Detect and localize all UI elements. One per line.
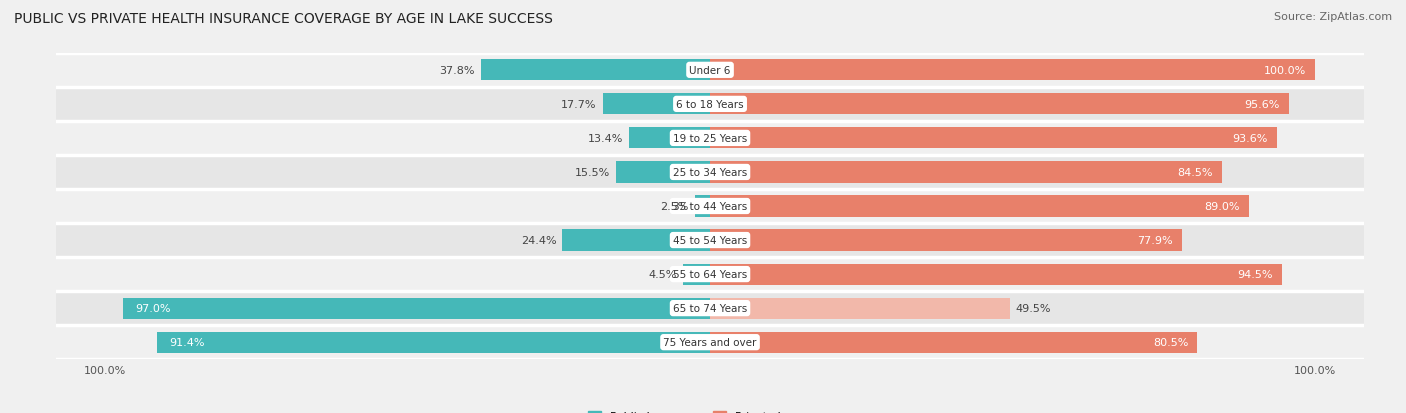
Text: 17.7%: 17.7% xyxy=(561,100,596,109)
Bar xyxy=(562,230,710,251)
Bar xyxy=(710,332,1198,353)
Text: Source: ZipAtlas.com: Source: ZipAtlas.com xyxy=(1274,12,1392,22)
Text: 77.9%: 77.9% xyxy=(1137,235,1173,245)
Bar xyxy=(56,292,1364,325)
Text: 80.5%: 80.5% xyxy=(1153,337,1188,347)
Text: 13.4%: 13.4% xyxy=(588,133,623,144)
Legend: Public Insurance, Private Insurance: Public Insurance, Private Insurance xyxy=(588,411,832,413)
Bar xyxy=(603,94,710,115)
Text: 93.6%: 93.6% xyxy=(1232,133,1268,144)
Bar xyxy=(56,190,1364,223)
Text: Under 6: Under 6 xyxy=(689,66,731,76)
Bar xyxy=(710,60,1316,81)
Text: 19 to 25 Years: 19 to 25 Years xyxy=(673,133,747,144)
Text: 91.4%: 91.4% xyxy=(169,337,204,347)
Bar xyxy=(683,264,710,285)
Text: 37.8%: 37.8% xyxy=(440,66,475,76)
Bar xyxy=(710,264,1282,285)
Text: 4.5%: 4.5% xyxy=(648,269,676,280)
Bar xyxy=(122,298,710,319)
Text: 35 to 44 Years: 35 to 44 Years xyxy=(673,202,747,211)
Text: 94.5%: 94.5% xyxy=(1237,269,1272,280)
Bar xyxy=(481,60,710,81)
Text: 55 to 64 Years: 55 to 64 Years xyxy=(673,269,747,280)
Text: 65 to 74 Years: 65 to 74 Years xyxy=(673,304,747,313)
Bar xyxy=(56,121,1364,156)
Bar xyxy=(56,156,1364,190)
Text: 75 Years and over: 75 Years and over xyxy=(664,337,756,347)
Bar xyxy=(710,128,1277,149)
Text: 100.0%: 100.0% xyxy=(1264,66,1306,76)
Text: 89.0%: 89.0% xyxy=(1204,202,1240,211)
Bar xyxy=(56,54,1364,88)
Bar xyxy=(695,196,710,217)
Bar xyxy=(56,325,1364,359)
Bar xyxy=(56,223,1364,257)
Bar xyxy=(710,298,1010,319)
Text: 2.5%: 2.5% xyxy=(661,202,689,211)
Bar xyxy=(710,94,1289,115)
Bar xyxy=(56,257,1364,292)
Bar xyxy=(628,128,710,149)
Text: 15.5%: 15.5% xyxy=(575,168,610,178)
Text: 97.0%: 97.0% xyxy=(135,304,170,313)
Bar xyxy=(710,196,1249,217)
Bar xyxy=(616,162,710,183)
Text: 49.5%: 49.5% xyxy=(1015,304,1052,313)
Bar xyxy=(56,88,1364,121)
Text: 45 to 54 Years: 45 to 54 Years xyxy=(673,235,747,245)
Bar xyxy=(156,332,710,353)
Text: 95.6%: 95.6% xyxy=(1244,100,1279,109)
Text: 24.4%: 24.4% xyxy=(520,235,557,245)
Text: 25 to 34 Years: 25 to 34 Years xyxy=(673,168,747,178)
Bar xyxy=(710,230,1181,251)
Text: 6 to 18 Years: 6 to 18 Years xyxy=(676,100,744,109)
Text: 84.5%: 84.5% xyxy=(1177,168,1212,178)
Bar xyxy=(710,162,1222,183)
Text: PUBLIC VS PRIVATE HEALTH INSURANCE COVERAGE BY AGE IN LAKE SUCCESS: PUBLIC VS PRIVATE HEALTH INSURANCE COVER… xyxy=(14,12,553,26)
